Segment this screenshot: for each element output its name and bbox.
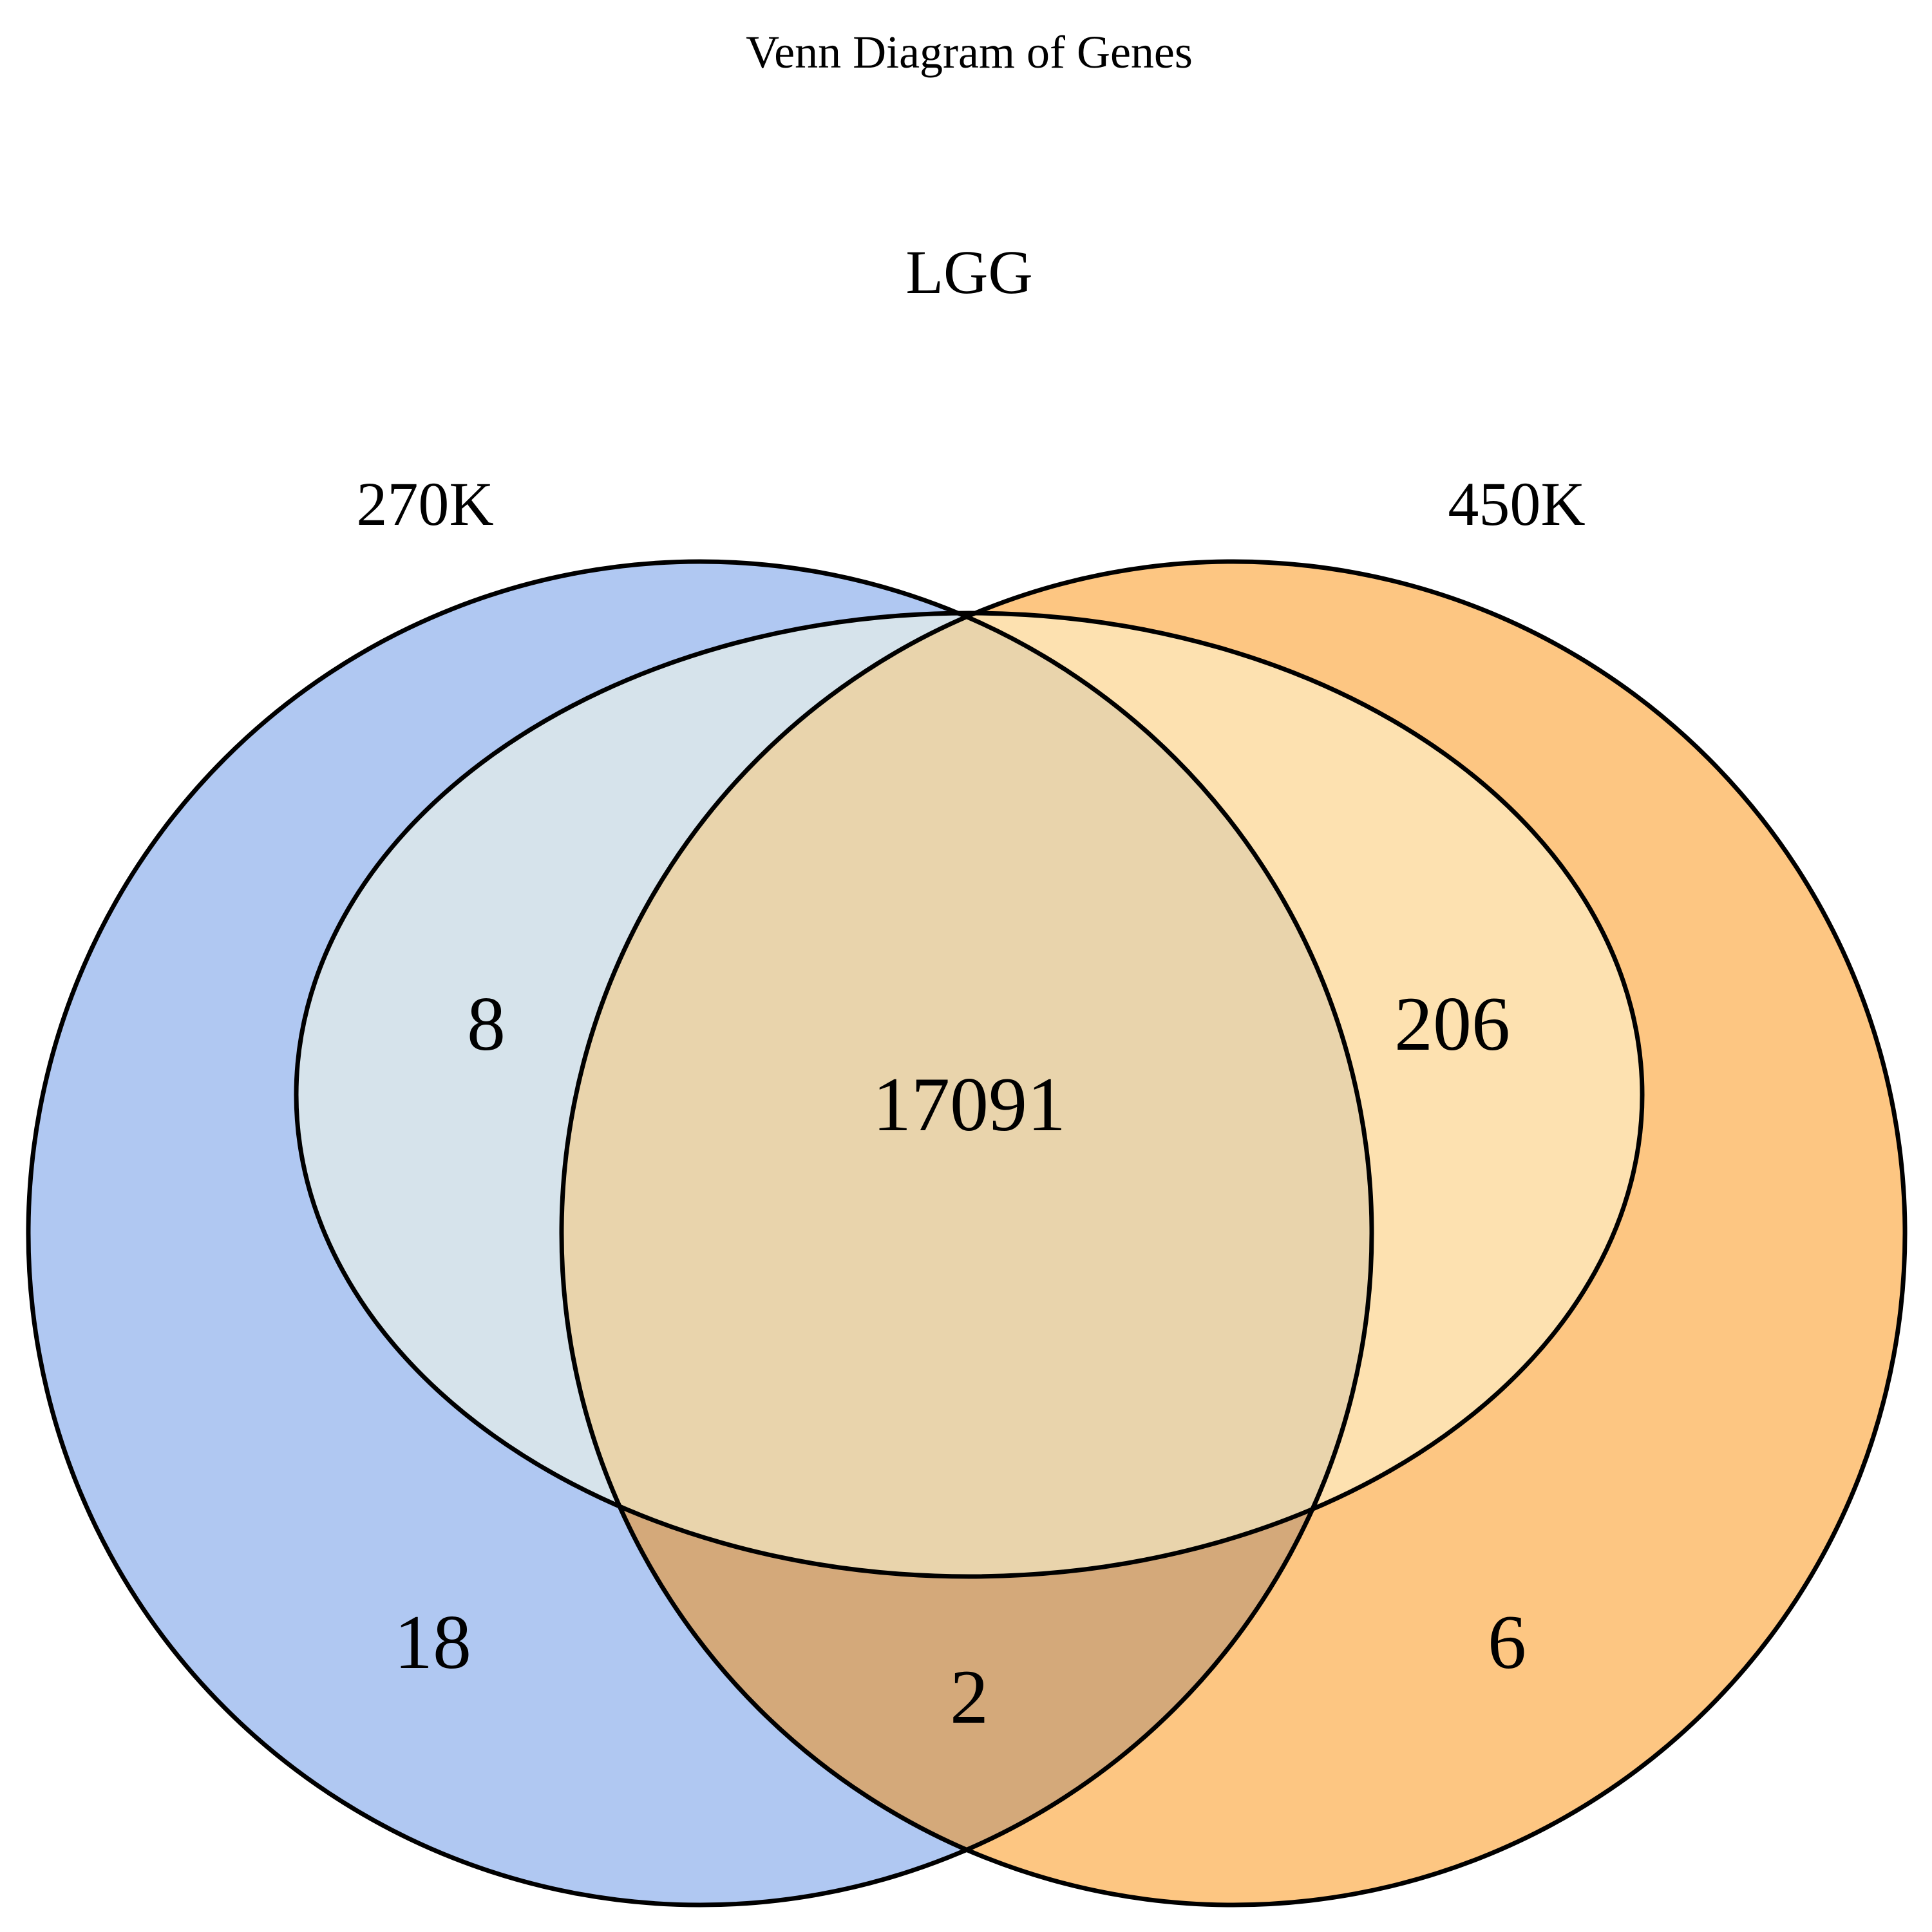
count-450k-only: 6: [1488, 1599, 1526, 1685]
count-270k-450k: 2: [950, 1654, 989, 1739]
set-270k-outline: [26, 559, 1374, 1908]
diagram-title: Venn Diagram of Genes: [746, 26, 1193, 78]
set-label-450k: 450K: [1448, 469, 1585, 538]
count-270k-lgg: 8: [467, 981, 506, 1066]
set-label-lgg: LGG: [905, 238, 1032, 307]
count-270k-only: 18: [394, 1599, 471, 1685]
set-450k-outline: [559, 559, 1908, 1908]
set-lgg-outline: [294, 611, 1645, 1579]
count-all-three: 17091: [873, 1061, 1066, 1147]
count-450k-lgg: 206: [1394, 981, 1510, 1066]
set-label-270k: 270K: [356, 469, 493, 538]
region-all-three-fill: [562, 613, 1372, 1577]
